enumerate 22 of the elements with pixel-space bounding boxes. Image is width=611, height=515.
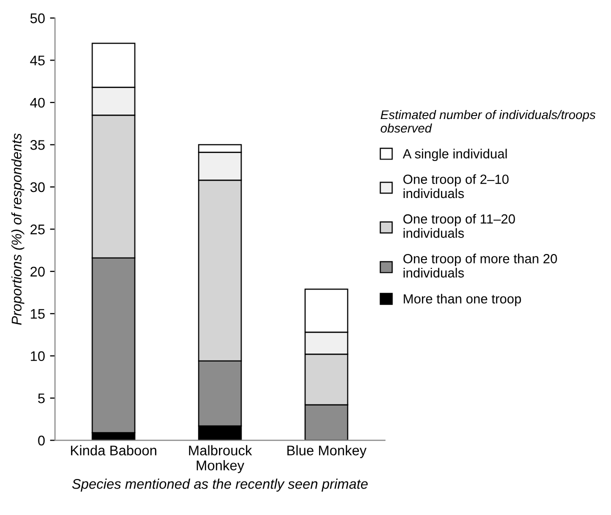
y-tick-label: 25	[30, 224, 45, 234]
y-tick-label: 40	[30, 98, 45, 108]
x-tick-label: Kinda Baboon	[71, 445, 156, 456]
legend-title: Estimated number of individuals/troops observed	[380, 110, 596, 133]
y-axis-title: Proportions (%) of respondents	[11, 133, 24, 325]
y-tick-label: 15	[30, 309, 45, 319]
legend-label: One troop of more than 20 individuals	[403, 254, 557, 278]
x-tick-label: Malbrouck Monkey	[189, 445, 252, 474]
y-tick-label: 50	[30, 13, 45, 24]
y-tick-label: 35	[30, 140, 45, 150]
y-tick-label: 5	[38, 394, 45, 404]
x-axis-title: Species mentioned as the recently seen primate	[72, 478, 368, 492]
legend-label: One troop of 2–10 individuals	[403, 174, 509, 198]
legend-label: More than one troop	[404, 294, 522, 306]
y-tick-label: 45	[30, 56, 45, 66]
y-tick-label: 10	[30, 351, 45, 362]
legend-label: One troop of 11–20 individuals	[403, 214, 515, 238]
x-tick-label: Blue Monkey	[287, 445, 367, 458]
y-tick-label: 20	[30, 266, 45, 277]
legend-label: A single individual	[402, 148, 507, 162]
y-tick-label: 30	[30, 182, 45, 192]
y-tick-label: 0	[38, 436, 45, 446]
